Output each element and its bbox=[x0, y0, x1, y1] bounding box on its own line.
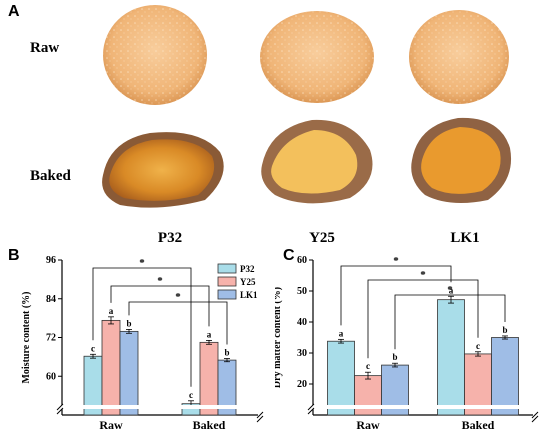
y-axis-label: Dry matter content (%) bbox=[275, 287, 283, 388]
bar bbox=[437, 299, 465, 416]
legend-swatch bbox=[217, 263, 237, 274]
bar bbox=[327, 340, 355, 416]
y-tick-label: 50 bbox=[297, 286, 307, 297]
panel-c-letter: C bbox=[283, 247, 295, 264]
panel-b-letter: B bbox=[8, 247, 20, 264]
significance-star: * bbox=[157, 275, 163, 287]
significance-star: * bbox=[139, 257, 145, 269]
axis-break-mark bbox=[307, 407, 315, 415]
bar bbox=[119, 330, 139, 416]
legend-label: P32 bbox=[240, 264, 255, 274]
raw-lk1-slice bbox=[409, 10, 509, 104]
y-tick-label: 20 bbox=[297, 379, 307, 390]
y-tick-label: 72 bbox=[46, 333, 56, 344]
significance-letter: a bbox=[109, 306, 114, 316]
y-axis-label: Moisture content (%) bbox=[21, 291, 32, 383]
y-tick-label: 60 bbox=[46, 371, 56, 382]
axis-break-mark bbox=[307, 403, 315, 411]
baked-p32 bbox=[102, 132, 224, 208]
axis-break-mark bbox=[56, 407, 64, 415]
moisture-content-chart: 60 72 84 96 Moisture content (%) c c a a b b Raw Bak… bbox=[21, 255, 264, 432]
significance-letter: c bbox=[476, 341, 480, 351]
raw-y25-slice bbox=[260, 11, 374, 103]
y-tick-label: 84 bbox=[46, 294, 56, 305]
significance-bracket bbox=[367, 279, 479, 359]
significance-bracket bbox=[340, 265, 452, 326]
bar bbox=[101, 319, 121, 416]
axis-break-mark bbox=[531, 415, 539, 423]
panel-a-letter: A bbox=[8, 3, 20, 20]
dry-matter-content-chart: 20 30 40 50 60 Dry matter content (%) a a c c b b Ra… bbox=[275, 255, 539, 432]
baked-y25 bbox=[261, 119, 373, 204]
axis-break-mark bbox=[256, 415, 264, 423]
row-label-baked: Baked bbox=[30, 168, 71, 184]
y-tick-label: 30 bbox=[297, 348, 307, 359]
legend-swatch bbox=[217, 276, 237, 287]
variety-label-p32: P32 bbox=[157, 230, 183, 246]
variety-label-lk1: LK1 bbox=[450, 230, 480, 246]
bar bbox=[354, 375, 382, 416]
significance-star: * bbox=[420, 269, 426, 281]
axis-break-mark bbox=[56, 403, 64, 411]
significance-star: * bbox=[393, 255, 399, 267]
significance-letter: b bbox=[392, 352, 397, 362]
axis-break-band bbox=[56, 405, 264, 409]
axis-break-band bbox=[307, 405, 539, 409]
significance-letter: a bbox=[339, 328, 344, 338]
significance-bracket bbox=[394, 294, 506, 350]
baked-lk1 bbox=[411, 117, 512, 204]
axis-break-mark bbox=[256, 411, 264, 419]
significance-letter: c bbox=[91, 343, 95, 353]
significance-star: * bbox=[175, 291, 181, 303]
bar bbox=[199, 341, 219, 416]
significance-letter: a bbox=[207, 329, 212, 339]
legend-swatch bbox=[217, 289, 237, 300]
significance-letter: a bbox=[449, 285, 454, 295]
y-tick-label: 40 bbox=[297, 317, 307, 328]
legend-label: LK1 bbox=[240, 290, 258, 300]
significance-letter: b bbox=[224, 347, 229, 357]
significance-bracket bbox=[110, 285, 210, 327]
y-tick-label: 60 bbox=[297, 255, 307, 266]
y-tick-label: 96 bbox=[46, 255, 56, 266]
axis-break-mark bbox=[531, 411, 539, 419]
significance-letter: c bbox=[366, 361, 370, 371]
x-tick-label: Raw bbox=[356, 418, 380, 432]
significance-star: * bbox=[447, 284, 453, 296]
significance-bracket bbox=[92, 267, 192, 387]
bar bbox=[491, 337, 519, 416]
x-tick-label: Baked bbox=[462, 418, 495, 432]
significance-bracket bbox=[128, 301, 228, 345]
significance-letter: b bbox=[502, 325, 507, 335]
sweet-potato-photos bbox=[102, 5, 512, 208]
legend-label: Y25 bbox=[240, 277, 256, 287]
x-tick-label: Raw bbox=[99, 418, 123, 432]
row-label-raw: Raw bbox=[30, 40, 60, 56]
bar bbox=[464, 353, 492, 416]
significance-letter: b bbox=[126, 318, 131, 328]
raw-p32-slice bbox=[103, 5, 207, 105]
significance-letter: c bbox=[189, 390, 193, 400]
variety-label-y25: Y25 bbox=[309, 230, 335, 246]
x-tick-label: Baked bbox=[193, 418, 226, 432]
